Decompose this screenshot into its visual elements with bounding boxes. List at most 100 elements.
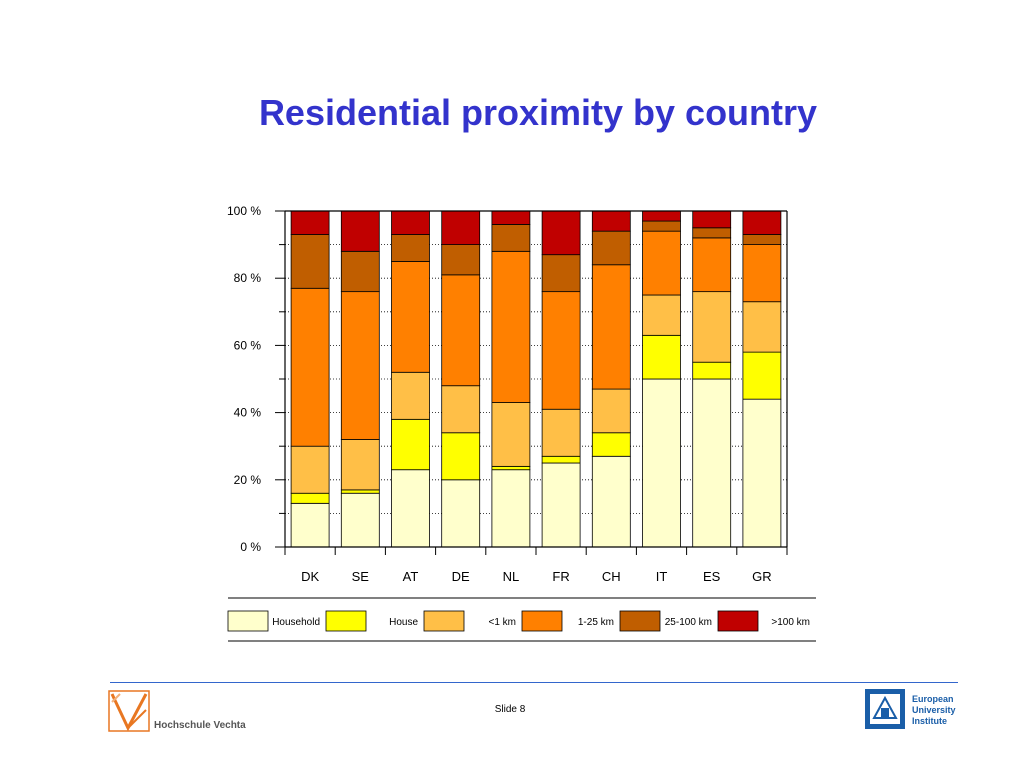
bar-segment xyxy=(340,210,380,252)
x-tick-label: ES xyxy=(703,569,721,584)
legend-label: <1 km xyxy=(488,617,516,628)
legend-swatch xyxy=(423,610,465,632)
bar-segment xyxy=(391,371,430,420)
eui-wordmark: European University Institute xyxy=(912,694,956,727)
legend-swatch xyxy=(521,610,563,632)
legend-label: House xyxy=(389,617,418,628)
hochschule-vechta-logo: Hochschule Vechta xyxy=(108,688,268,734)
eui-wordmark-line: University xyxy=(912,705,956,715)
bar-segment xyxy=(441,432,481,481)
bar-segment xyxy=(441,479,481,548)
bar-segment xyxy=(742,351,782,400)
bar-segment xyxy=(491,250,531,403)
bar-segment xyxy=(591,455,631,548)
legend-label: 25-100 km xyxy=(665,617,712,628)
bar-segment xyxy=(441,244,481,276)
eui-wordmark-line: Institute xyxy=(912,716,947,726)
bar-segment xyxy=(290,234,330,289)
legend-swatch xyxy=(619,610,661,632)
y-tick-label: 80 % xyxy=(234,271,262,285)
bar-segment xyxy=(541,210,581,256)
x-tick-label: SE xyxy=(352,569,370,584)
y-tick-label: 60 % xyxy=(234,338,262,352)
x-tick-label: IT xyxy=(656,569,668,584)
y-tick-label: 0 % xyxy=(240,540,261,554)
bar-segment xyxy=(340,492,380,548)
bar-segment xyxy=(391,260,430,373)
x-tick-label: AT xyxy=(403,569,419,584)
bar-segment xyxy=(491,402,531,467)
bar-segment xyxy=(692,361,732,380)
x-tick-label: FR xyxy=(552,569,569,584)
bar-segment xyxy=(642,210,681,222)
x-tick-label: CH xyxy=(602,569,621,584)
y-tick-label: 20 % xyxy=(234,473,262,487)
bar-segment xyxy=(742,210,782,235)
bar-segment xyxy=(391,210,430,235)
x-tick-label: DK xyxy=(301,569,319,584)
bar-segment xyxy=(491,465,531,471)
bar-segment xyxy=(491,210,531,225)
bar-segment xyxy=(290,445,330,494)
y-tick-label: 100 % xyxy=(227,204,261,218)
legend-label: 1-25 km xyxy=(578,617,614,628)
bar-segment xyxy=(290,287,330,447)
x-tick-label: NL xyxy=(503,569,520,584)
legend-label: >100 km xyxy=(771,617,810,628)
legend-swatch xyxy=(717,610,759,632)
footer-divider xyxy=(110,682,958,683)
bar-segment xyxy=(692,378,732,548)
legend-label: Household xyxy=(272,617,320,628)
bar-segment xyxy=(290,210,330,235)
bar-segment xyxy=(491,469,531,548)
bar-segment xyxy=(290,492,330,504)
x-tick-label: DE xyxy=(452,569,470,584)
bar-segment xyxy=(742,398,782,548)
bar-segment xyxy=(591,432,631,457)
slide-number: Slide 8 xyxy=(494,704,526,715)
bar-segment xyxy=(491,224,531,252)
bar-segment xyxy=(642,230,681,296)
bar-segment xyxy=(692,227,732,239)
bar-segment xyxy=(541,254,581,293)
bar-segment xyxy=(340,291,380,440)
european-university-institute-logo: European University Institute xyxy=(864,688,984,734)
bar-segment xyxy=(591,210,631,232)
bar-segment xyxy=(441,274,481,387)
x-tick-label: GR xyxy=(752,569,772,584)
y-tick-label: 40 % xyxy=(234,406,262,420)
bar-segment xyxy=(692,237,732,293)
bar-segment xyxy=(541,291,581,410)
bar-segment xyxy=(742,301,782,353)
bar-segment xyxy=(340,250,380,293)
legend-swatch xyxy=(325,610,367,632)
eui-emblem-icon xyxy=(865,689,905,729)
bar-segment xyxy=(742,244,782,303)
bar-segment xyxy=(290,502,330,548)
bar-segment xyxy=(591,230,631,266)
bar-segment xyxy=(591,388,631,434)
slide-title: Residential proximity by country xyxy=(258,92,818,133)
bar-segment xyxy=(541,408,581,457)
hochschule-vechta-mark-icon xyxy=(108,690,150,732)
bar-segment xyxy=(642,220,681,232)
eui-wordmark-line: European xyxy=(912,694,954,704)
bar-segment xyxy=(742,234,782,246)
bar-segment xyxy=(642,294,681,336)
bar-segment xyxy=(391,418,430,471)
bar-segment xyxy=(692,210,732,229)
bar-segment xyxy=(441,210,481,245)
legend-swatch xyxy=(227,610,269,632)
bar-segment xyxy=(340,439,380,491)
bar-segment xyxy=(642,334,681,380)
bar-segment xyxy=(541,462,581,548)
bar-segment xyxy=(391,469,430,548)
bar-segment xyxy=(541,455,581,464)
bar-segment xyxy=(391,234,430,262)
bar-segment xyxy=(692,291,732,363)
bar-segment xyxy=(340,489,380,494)
bar-segment xyxy=(642,378,681,548)
bar-segment xyxy=(591,264,631,390)
bar-segment xyxy=(441,385,481,434)
